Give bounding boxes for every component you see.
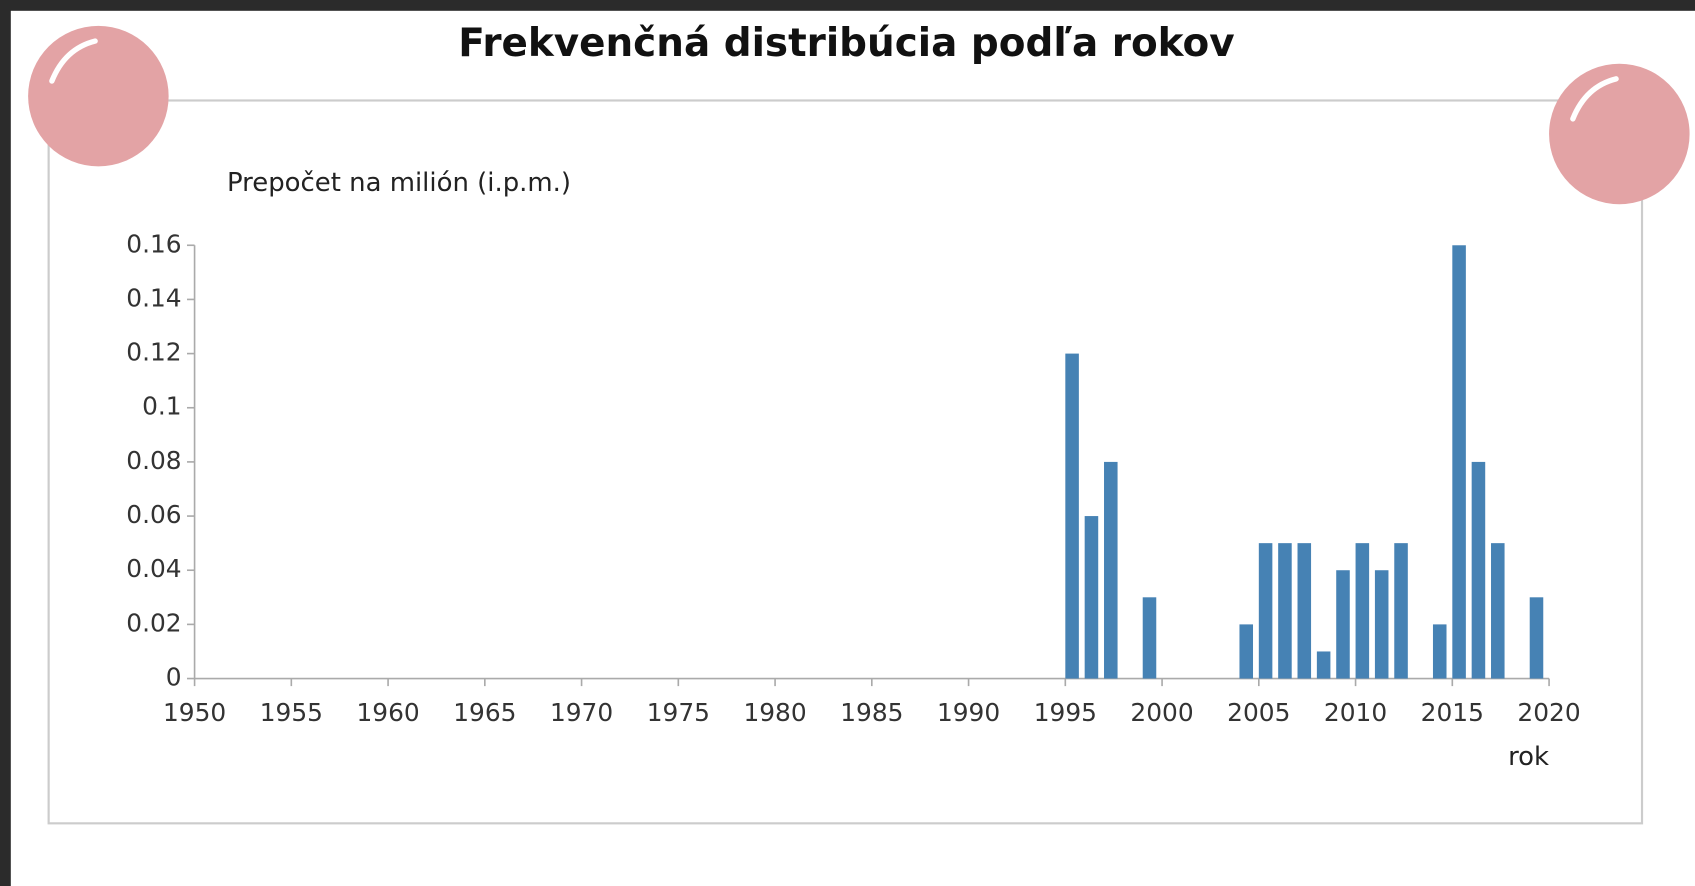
- bar: [1317, 651, 1331, 678]
- x-tick-label: 1970: [550, 698, 613, 727]
- bar: [1259, 543, 1273, 678]
- bar: [1491, 543, 1505, 678]
- x-tick-label: 1960: [356, 698, 419, 727]
- x-tick-label: 1990: [937, 698, 1000, 727]
- y-tick-label: 0.06: [126, 500, 181, 529]
- bar: [1472, 462, 1486, 679]
- y-tick-label: 0.02: [126, 608, 181, 637]
- bar: [1278, 543, 1292, 678]
- x-tick-label: 1995: [1034, 698, 1097, 727]
- x-tick-label: 1975: [647, 698, 710, 727]
- bar: [1239, 624, 1253, 678]
- bar: [1336, 570, 1350, 678]
- x-tick-label: 2005: [1227, 698, 1290, 727]
- x-tick-label: 1985: [840, 698, 903, 727]
- y-tick-label: 0: [166, 663, 182, 692]
- x-tick-label: 1965: [453, 698, 516, 727]
- page: Frekvenčná distribúcia podľa rokov Prepo…: [0, 0, 1695, 886]
- bar: [1298, 543, 1312, 678]
- x-tick-label: 2015: [1421, 698, 1484, 727]
- chart-title: Frekvenčná distribúcia podľa rokov: [458, 21, 1234, 66]
- bar: [1375, 570, 1389, 678]
- x-tick-label: 2000: [1130, 698, 1193, 727]
- x-tick-label: 2010: [1324, 698, 1387, 727]
- bar: [1433, 624, 1447, 678]
- x-tick-label: 1955: [260, 698, 323, 727]
- bar: [1065, 354, 1079, 679]
- y-tick-label: 0.16: [126, 229, 181, 258]
- bubble: [28, 26, 169, 166]
- bar: [1394, 543, 1408, 678]
- panel: [11, 11, 1695, 886]
- y-tick-label: 0.08: [126, 446, 181, 475]
- bubble: [1549, 64, 1690, 204]
- bar: [1104, 462, 1118, 679]
- x-tick-label: 2020: [1517, 698, 1580, 727]
- bar: [1143, 597, 1157, 678]
- y-tick-label: 0.14: [126, 283, 181, 312]
- x-tick-label: 1980: [743, 698, 806, 727]
- y-tick-label: 0.12: [126, 338, 181, 367]
- bar: [1530, 597, 1544, 678]
- x-tick-label: 1950: [163, 698, 226, 727]
- bar: [1356, 543, 1370, 678]
- x-axis-label: rok: [1508, 742, 1549, 772]
- bar: [1452, 245, 1466, 678]
- y-tick-label: 0.1: [142, 392, 182, 421]
- y-axis-label: Prepočet na milión (i.p.m.): [227, 168, 571, 198]
- y-tick-label: 0.04: [126, 554, 181, 583]
- bar: [1085, 516, 1099, 678]
